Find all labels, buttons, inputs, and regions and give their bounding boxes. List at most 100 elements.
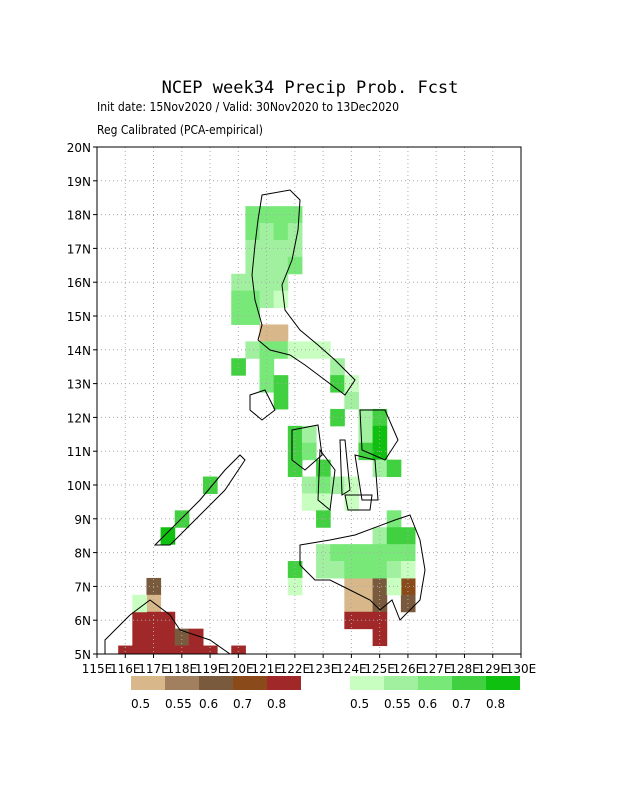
- grid-cell: [344, 544, 359, 562]
- x-tick-label: 128E: [449, 662, 480, 676]
- x-tick-label: 116E: [110, 662, 141, 676]
- grid-cell: [259, 239, 275, 258]
- coastline: [153, 454, 246, 546]
- legend-label: 0.7: [233, 697, 252, 711]
- grid-cell: [400, 561, 416, 579]
- grid-cell: [132, 628, 147, 647]
- grid-cell: [174, 628, 190, 647]
- grid-cell: [386, 544, 402, 562]
- legend-swatch: [418, 676, 452, 690]
- grid-cell: [287, 425, 303, 444]
- grid-cell: [301, 425, 317, 444]
- grid: 115E116E117E118E119E120E121E122E123E124E…: [67, 141, 537, 676]
- legend-swatch: [199, 676, 233, 690]
- x-tick-label: 115E: [82, 662, 113, 676]
- chart-title: NCEP week34 Precip Prob. Fcst: [162, 78, 459, 98]
- grid-cell: [203, 476, 218, 494]
- grid-cell: [174, 645, 190, 654]
- legend-label: 0.6: [199, 697, 218, 711]
- grid-cell: [245, 307, 261, 325]
- grid-cell: [372, 611, 388, 630]
- grid-cell: [118, 645, 133, 654]
- coastline: [339, 439, 351, 496]
- legend-label: 0.6: [418, 697, 437, 711]
- x-tick-label: 127E: [421, 662, 452, 676]
- grid-cell: [273, 324, 289, 342]
- coastline: [104, 599, 231, 654]
- legend-swatch: [165, 676, 199, 690]
- grid-cell: [386, 561, 402, 579]
- grid-cell: [372, 628, 388, 647]
- plot-frame: [96, 146, 522, 655]
- grid-cell: [245, 290, 261, 309]
- y-tick-label: 15N: [67, 310, 91, 324]
- grid-cell: [188, 645, 204, 654]
- grid-cell: [160, 611, 176, 630]
- grid-cell: [245, 341, 261, 359]
- grid-cell: [287, 561, 303, 579]
- grid-cell: [245, 206, 261, 224]
- grid-cell: [146, 628, 162, 647]
- coastline: [359, 409, 399, 461]
- grid-cell: [344, 392, 359, 410]
- grid-cell: [132, 611, 147, 630]
- grid-cell: [287, 577, 303, 596]
- grid-cell: [330, 561, 345, 579]
- x-tick-label: 126E: [393, 662, 424, 676]
- coastline: [354, 454, 379, 501]
- grid-cell: [273, 223, 289, 241]
- grid-cell: [358, 561, 374, 579]
- grid-cell: [160, 645, 176, 654]
- legend-swatch: [233, 676, 267, 690]
- grid-cell: [245, 223, 261, 241]
- grid-cell: [330, 358, 345, 376]
- grid-cell: [372, 408, 388, 427]
- grid-cell: [245, 239, 261, 258]
- grid-cell: [301, 493, 317, 511]
- grid-cell: [372, 544, 388, 562]
- subtitle: Init date: 15Nov2020 / Valid: 30Nov2020 …: [97, 100, 399, 114]
- legend-label: 0.5: [350, 697, 369, 711]
- grid-cell: [132, 645, 147, 654]
- x-tick-label: 123E: [308, 662, 339, 676]
- grid-cell: [259, 341, 275, 359]
- grid-cell: [273, 239, 289, 258]
- legend-swatch: [452, 676, 486, 690]
- grid-cell: [386, 510, 402, 528]
- grid-cell: [386, 459, 402, 478]
- grid-cell: [273, 206, 289, 224]
- grid-cell: [358, 425, 374, 444]
- grid-cell: [287, 341, 303, 359]
- grid-cell: [231, 273, 246, 292]
- grid-cell: [400, 577, 416, 596]
- grid-cell: [344, 561, 359, 579]
- grid-cell: [231, 307, 246, 325]
- legend-swatch: [350, 676, 384, 690]
- y-tick-label: 13N: [67, 378, 91, 392]
- y-tick-label: 6N: [74, 614, 91, 628]
- coastline: [299, 514, 426, 621]
- grid-cell: [231, 645, 246, 654]
- x-tick-label: 120E: [223, 662, 254, 676]
- x-tick-label: 118E: [167, 662, 198, 676]
- y-tick-label: 10N: [67, 479, 91, 493]
- grid-cell: [273, 290, 289, 309]
- grid-cell: [344, 493, 359, 511]
- grid-cell: [160, 527, 176, 545]
- y-tick-label: 14N: [67, 344, 91, 358]
- x-tick-label: 119E: [195, 662, 226, 676]
- y-tick-label: 9N: [74, 513, 91, 527]
- grid-cell: [259, 358, 275, 376]
- legend-swatch: [131, 676, 165, 690]
- grid-cell: [132, 594, 147, 613]
- grid-cell: [259, 273, 275, 292]
- grid-cell: [273, 341, 289, 359]
- coastline: [291, 424, 323, 471]
- grid-cell: [316, 476, 331, 494]
- coastline: [249, 389, 276, 421]
- y-tick-label: 12N: [67, 411, 91, 425]
- grid-cell: [344, 611, 359, 630]
- coastline: [344, 494, 373, 511]
